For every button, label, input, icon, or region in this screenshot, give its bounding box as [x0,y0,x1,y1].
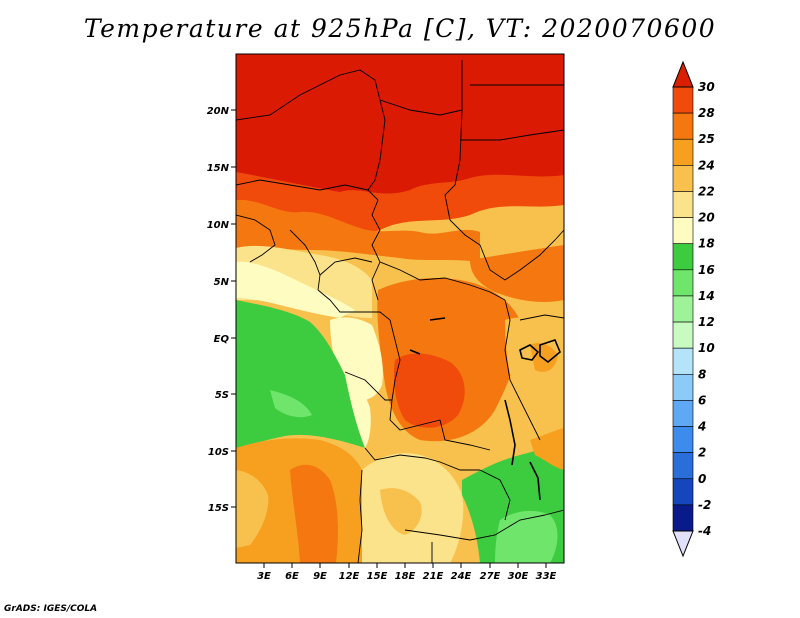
colorbar-box [672,400,694,427]
colorbar-label: 4 [697,420,706,434]
colorbar-label: 20 [698,211,715,225]
lat-label: EQ [214,334,230,345]
lon-label: 12E [339,571,360,582]
colorbar-box [672,452,694,480]
lat-label: 20N [207,106,230,117]
lat-axis [231,109,236,508]
colorbar-box [672,478,694,506]
lakes [409,317,561,501]
colorbar-label: 8 [698,367,706,381]
colorbar-box [672,347,694,375]
lon-label: 15E [367,571,388,582]
colorbar-box [672,373,694,401]
colorbar-label: 25 [698,132,715,146]
colorbar-box [672,295,694,323]
colorbar-box [672,217,694,245]
colorbar-label: 22 [698,184,715,198]
colorbar-box [672,321,694,349]
plot-frame [235,53,565,564]
colorbar-label: 0 [698,472,706,486]
colorbar-top-arrow [672,60,694,88]
colorbar-label: -2 [698,498,711,512]
colorbar-box [672,138,694,166]
lon-label: 30E [508,571,529,582]
colorbar-bottom-arrow [672,530,694,558]
colorbar-label: 2 [698,446,706,460]
colorbar-label: 28 [698,106,715,120]
colorbar-boxes [672,86,694,532]
colorbar-box [672,426,694,453]
lat-label: 10S [208,447,229,458]
colorbar-label: 18 [698,237,715,251]
colorbar-label: 24 [698,158,715,172]
colorbar-box [672,504,694,532]
lon-label: 24E [451,571,472,582]
colorbar-label: -4 [698,524,711,538]
grads-credit: GrADS: IGES/COLA [4,604,98,614]
lat-label: 5S [215,390,229,401]
lon-label: 9E [313,571,327,582]
colorbar-box [672,86,694,114]
lon-label: 18E [395,571,416,582]
colorbar-label: 12 [698,315,715,329]
colorbar-box [672,191,694,218]
colorbar-label: 16 [698,263,715,277]
colorbar-box [672,112,694,140]
lat-label: 10N [207,220,230,231]
colorbar-label: 14 [698,289,715,303]
lon-label: 6E [285,571,299,582]
lon-label: 27E [480,571,501,582]
colorbar-box [672,243,694,271]
colorbar-label: 6 [698,393,706,407]
lon-label: 3E [257,571,271,582]
lat-label: 5N [214,277,230,288]
lon-label: 33E [536,571,557,582]
colorbar-label: 30 [698,80,715,94]
lon-label: 21E [423,571,444,582]
lon-axis [263,563,547,568]
chart-title: Temperature at 925hPa [C], VT: 202007060… [83,14,717,43]
colorbar-box [672,165,694,192]
lat-label: 15N [207,163,230,174]
colorbar-label: 10 [698,341,715,355]
country-borders [236,60,564,563]
lat-label: 15S [208,503,229,514]
colorbar-box [672,269,694,297]
